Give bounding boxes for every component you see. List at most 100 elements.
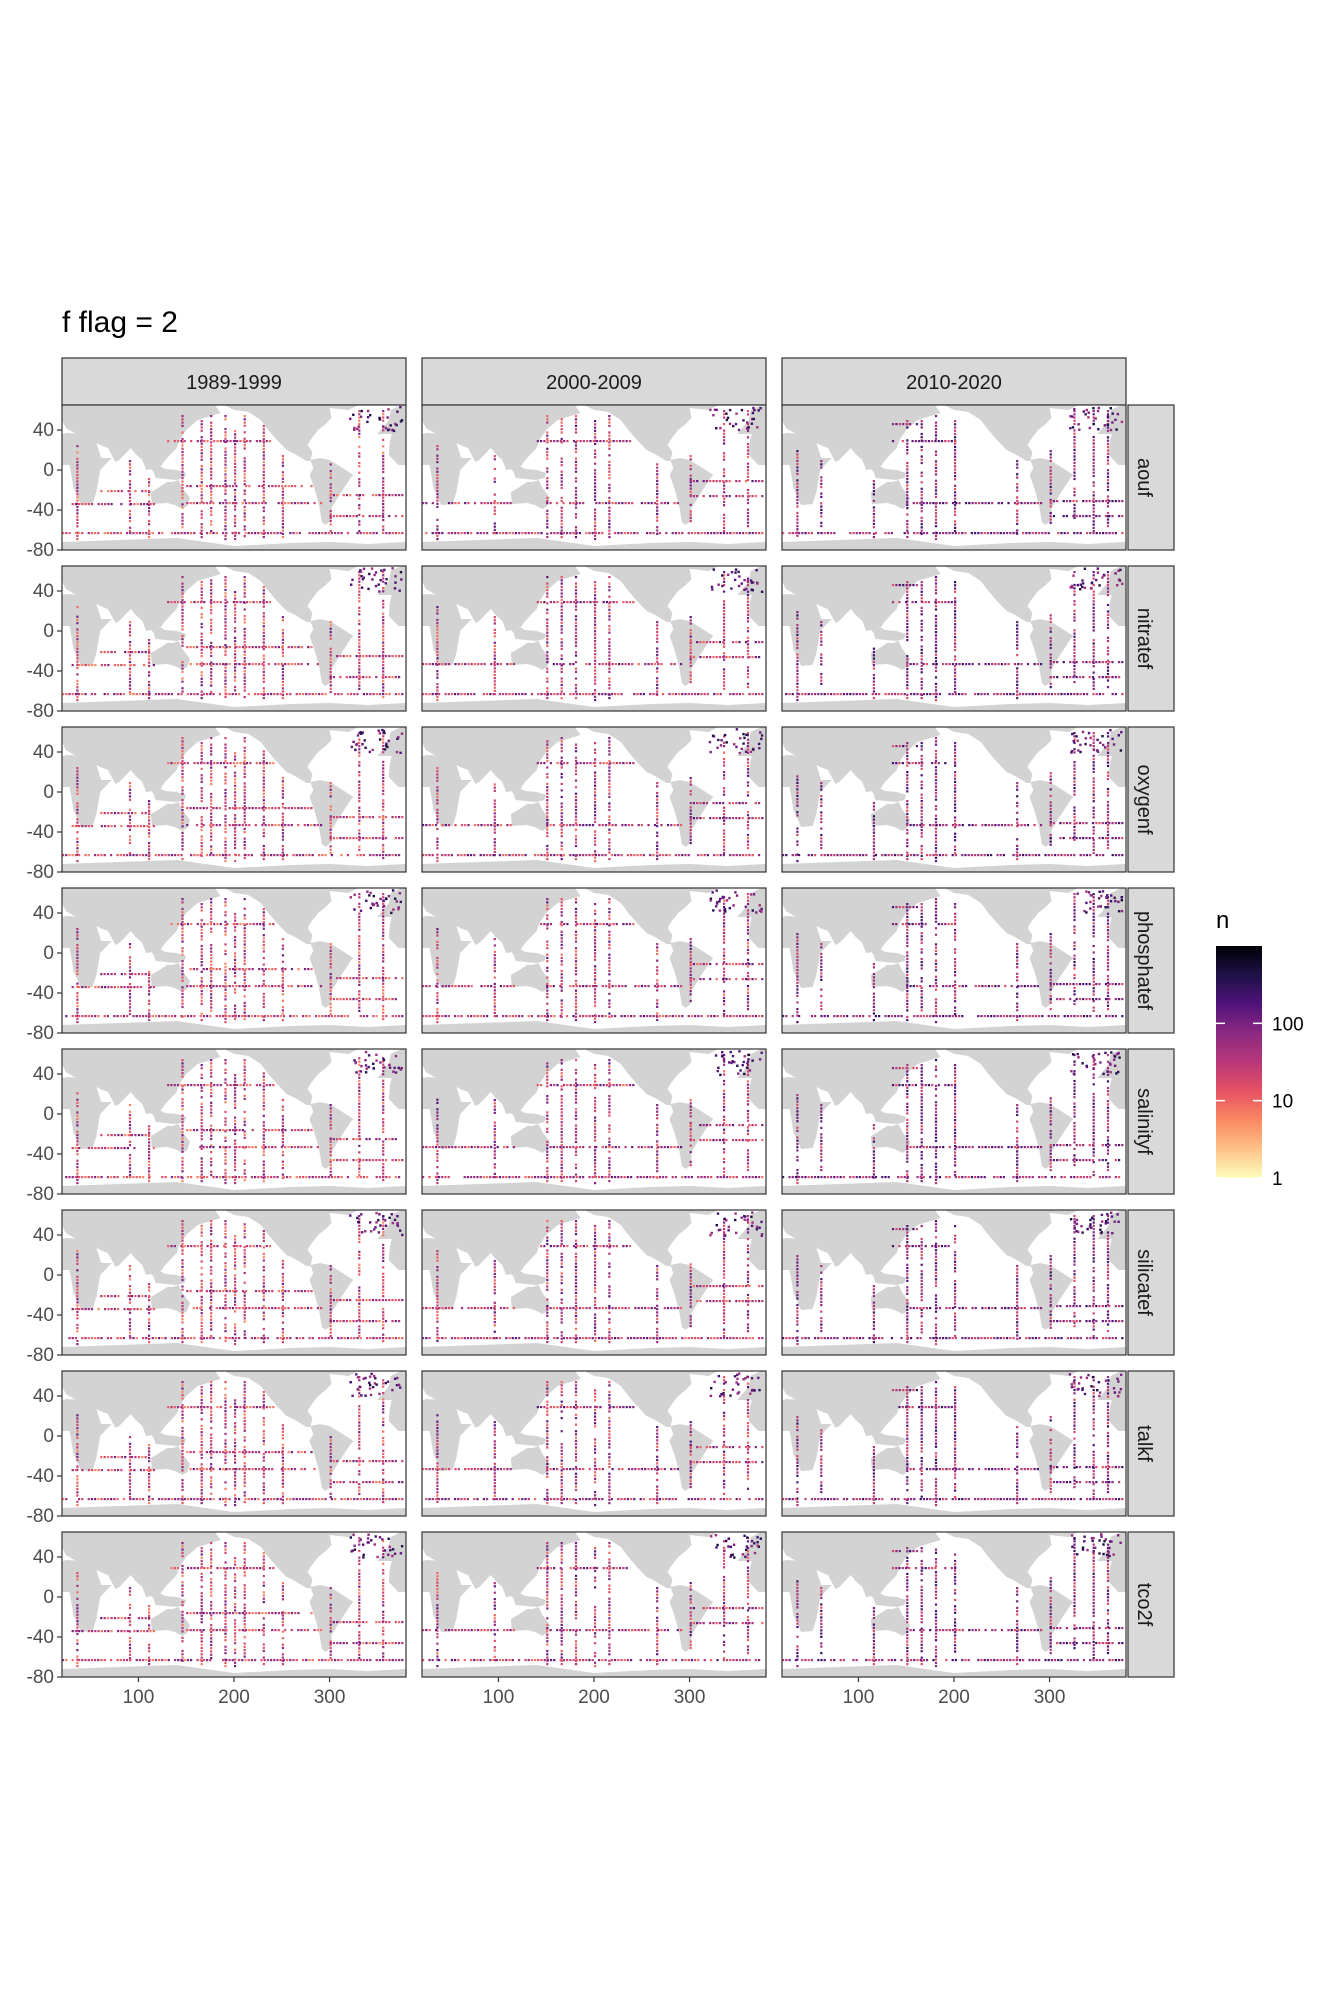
data-point xyxy=(249,762,252,765)
data-point xyxy=(628,440,632,443)
data-point xyxy=(380,569,383,572)
data-point xyxy=(493,528,496,531)
data-point xyxy=(676,824,679,827)
data-point xyxy=(518,854,521,857)
data-point xyxy=(723,474,726,478)
data-point xyxy=(608,490,611,493)
data-point xyxy=(574,670,578,673)
data-point xyxy=(358,674,361,677)
data-point xyxy=(674,532,677,535)
data-point xyxy=(906,822,909,825)
data-point xyxy=(560,740,563,743)
data-point xyxy=(987,502,990,505)
data-point xyxy=(262,454,265,457)
data-point xyxy=(113,532,116,535)
data-point xyxy=(1092,422,1095,426)
data-point xyxy=(574,773,578,776)
data-point xyxy=(820,682,823,685)
data-point xyxy=(689,817,692,820)
data-point xyxy=(358,613,361,616)
data-point xyxy=(382,619,385,622)
data-point xyxy=(656,506,659,509)
data-point xyxy=(906,809,909,812)
data-point xyxy=(563,440,566,443)
data-point xyxy=(1091,500,1095,503)
data-point xyxy=(631,663,634,666)
data-point xyxy=(224,624,227,627)
data-point xyxy=(971,663,974,666)
data-point xyxy=(362,693,365,696)
data-point xyxy=(746,620,750,623)
land-africa xyxy=(62,594,112,666)
data-point xyxy=(224,737,227,740)
data-point xyxy=(76,538,79,541)
data-point xyxy=(76,502,79,505)
data-point xyxy=(352,676,355,679)
data-point xyxy=(329,852,332,855)
data-point xyxy=(329,530,332,533)
data-point xyxy=(224,814,227,817)
data-point xyxy=(572,502,575,505)
data-point xyxy=(234,505,237,508)
data-point xyxy=(382,783,385,786)
data-point xyxy=(749,579,753,582)
data-point xyxy=(689,671,692,674)
data-point xyxy=(706,532,709,535)
data-point xyxy=(665,854,668,857)
data-point xyxy=(705,656,708,659)
data-point xyxy=(796,778,799,781)
data-point xyxy=(732,532,735,535)
data-point xyxy=(1012,693,1015,696)
data-point xyxy=(361,743,364,746)
data-point xyxy=(358,783,361,787)
data-point xyxy=(738,817,741,820)
data-point xyxy=(1096,567,1099,570)
data-point xyxy=(594,420,597,423)
data-point xyxy=(243,466,246,470)
data-point xyxy=(436,445,439,448)
data-point xyxy=(723,410,726,413)
data-point xyxy=(384,582,387,585)
data-point xyxy=(281,664,284,667)
data-point xyxy=(210,691,213,694)
data-point xyxy=(546,786,549,789)
data-point xyxy=(592,440,595,443)
data-point xyxy=(76,486,79,489)
data-point xyxy=(243,644,246,647)
map-panel xyxy=(61,565,407,712)
land-africa-w xyxy=(1108,595,1126,626)
data-point xyxy=(431,824,434,827)
land-africa-w xyxy=(1108,756,1126,787)
data-point xyxy=(608,844,611,848)
data-point xyxy=(280,502,283,505)
data-point xyxy=(954,603,957,606)
data-point xyxy=(574,421,578,424)
data-point xyxy=(608,815,611,818)
data-point xyxy=(151,532,154,535)
data-point xyxy=(262,638,265,641)
data-point xyxy=(138,532,141,535)
data-point xyxy=(76,445,79,448)
data-point xyxy=(934,766,938,769)
data-point xyxy=(391,655,394,658)
data-point xyxy=(820,643,823,646)
data-point xyxy=(546,828,549,831)
data-point xyxy=(906,687,909,690)
data-point xyxy=(560,585,563,588)
data-point xyxy=(1073,571,1076,574)
data-point xyxy=(242,440,245,443)
data-point xyxy=(76,779,79,782)
data-point xyxy=(486,824,489,827)
data-point xyxy=(909,584,912,587)
data-point xyxy=(514,854,517,857)
data-point xyxy=(329,782,332,785)
data-point xyxy=(122,693,125,696)
data-point xyxy=(934,785,938,788)
data-point xyxy=(398,655,401,658)
data-point xyxy=(215,485,218,488)
data-point xyxy=(820,492,823,495)
data-point xyxy=(746,656,750,659)
data-point xyxy=(560,759,563,763)
data-point xyxy=(267,824,270,827)
data-point xyxy=(368,572,371,576)
